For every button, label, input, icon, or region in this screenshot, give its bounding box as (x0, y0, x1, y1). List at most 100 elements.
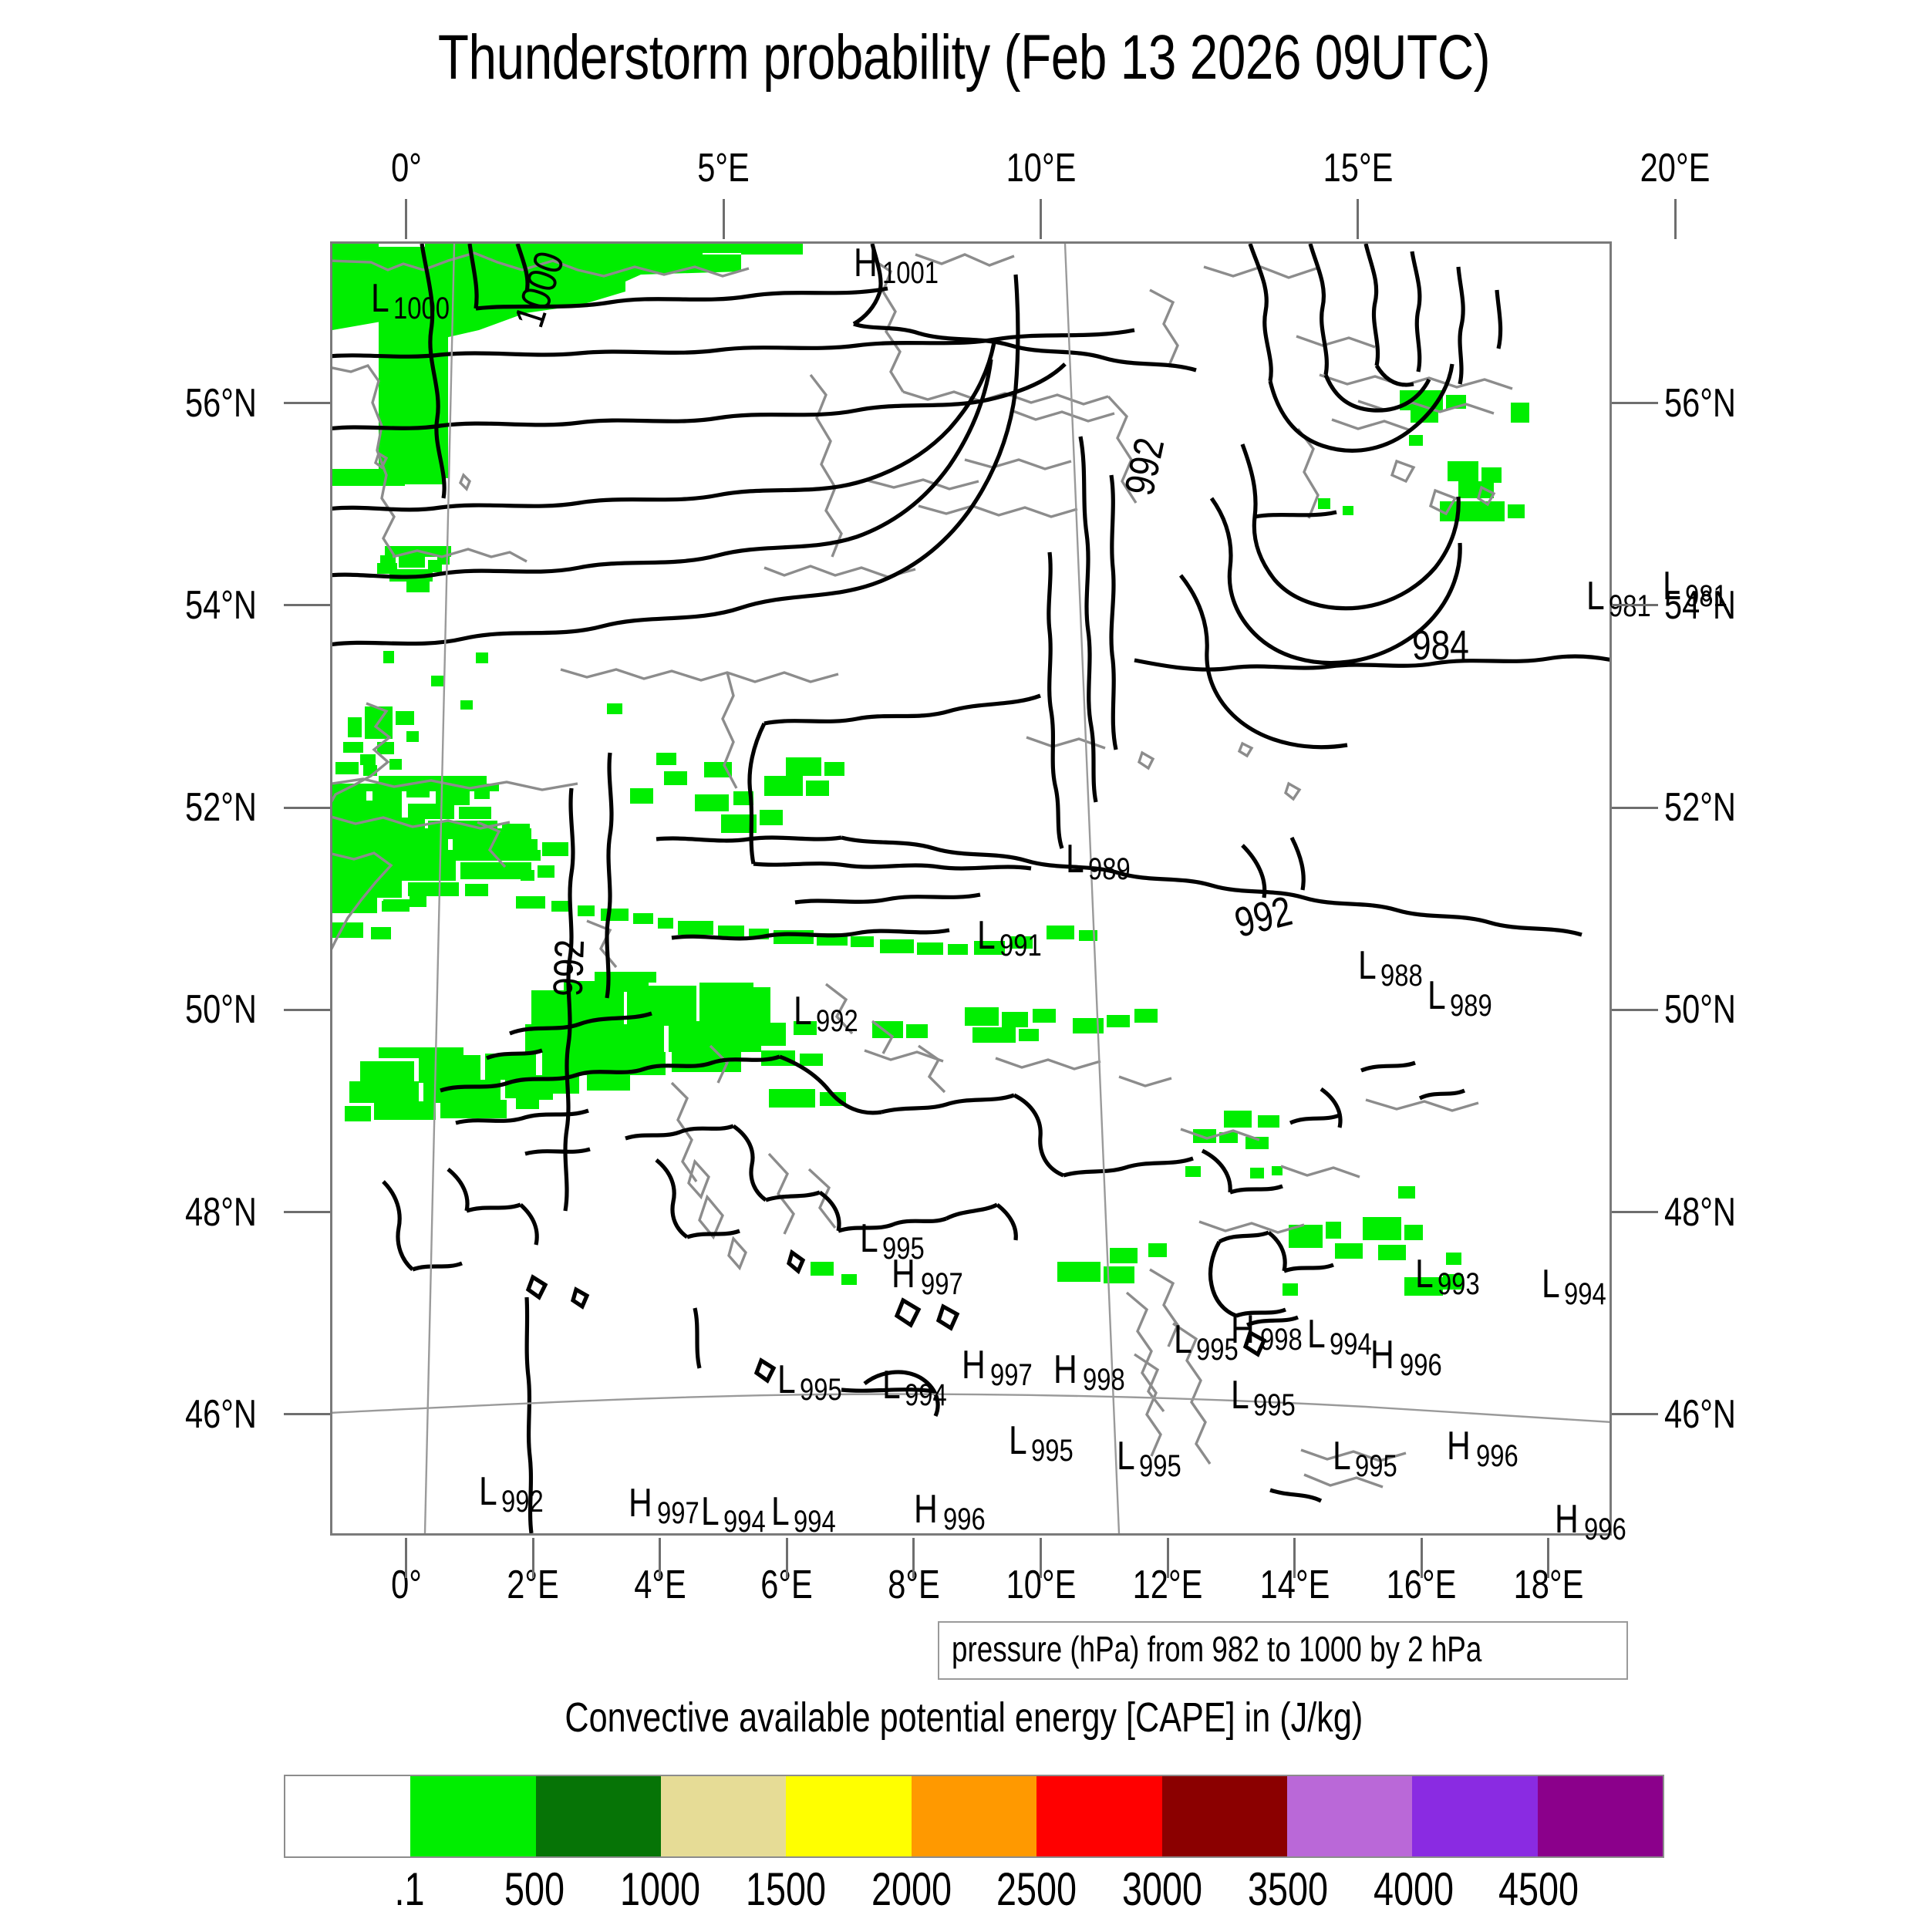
axis-tick-mark (722, 199, 725, 239)
page-title: Thunderstorm probability (Feb 13 2026 09… (437, 22, 1491, 93)
pressure-center-l-label: L 1000 (371, 275, 450, 325)
colorbar-segment[interactable] (661, 1776, 787, 1856)
axis-tick-mark (1612, 604, 1658, 607)
colorbar-segment[interactable] (535, 1776, 662, 1856)
axis-tick-label: 50°N (185, 987, 257, 1033)
axis-tick-mark (1357, 199, 1360, 239)
axis-tick-mark (1040, 1538, 1042, 1578)
axis-tick-mark (284, 1008, 330, 1011)
colorbar-segment[interactable] (285, 1776, 411, 1856)
axis-tick-mark (284, 402, 330, 405)
pressure-center-l-label: L 994 (1307, 1312, 1372, 1362)
axis-tick-mark (1674, 199, 1677, 239)
axis-tick-mark (785, 1538, 788, 1578)
pressure-legend-box: pressure (hPa) from 982 to 1000 by 2 hPa (938, 1621, 1629, 1680)
axis-tick-mark (1612, 1211, 1658, 1213)
pressure-center-l-label: L 995 (777, 1357, 842, 1408)
map-svg (332, 244, 1609, 1533)
pressure-center-l-label: L 994 (701, 1489, 766, 1539)
axis-tick-label: 56°N (185, 380, 257, 426)
axis-tick-label: 10°E (1006, 146, 1076, 191)
pressure-center-h-label: H 997 (961, 1342, 1033, 1392)
pressure-center-l-label: L 991 (977, 912, 1042, 963)
axis-tick-label: 0° (390, 146, 422, 191)
axis-tick-mark (284, 604, 330, 607)
axis-tick-mark (1547, 1538, 1550, 1578)
colorbar-tick-labels: .1 500 1000 1500 2000 2500 3000 3500 4000 4500 (284, 1863, 1664, 1932)
colorbar-tick-label: .1 (394, 1863, 425, 1915)
axis-tick-mark (405, 1538, 408, 1578)
axis-tick-label: 52°N (1664, 785, 1736, 831)
colorbar-segment[interactable] (786, 1776, 912, 1856)
axis-tick-label: 50°N (1664, 987, 1736, 1033)
axis-tick-mark (1612, 1008, 1658, 1011)
colorbar-title: Convective available potential energy [C… (565, 1694, 1363, 1741)
pressure-center-l-label: L 992 (793, 988, 858, 1038)
axis-tick-mark (659, 1538, 662, 1578)
contour-label-992-w: 992 (544, 939, 594, 998)
colorbar-tick-label: 500 (504, 1863, 565, 1915)
axis-tick-mark (1420, 1538, 1423, 1578)
axis-tick-mark (284, 806, 330, 809)
colorbar[interactable] (284, 1775, 1664, 1858)
axis-tick-mark (1040, 199, 1042, 239)
pressure-center-h-label: H 996 (913, 1487, 986, 1537)
axis-tick-label: 46°N (1664, 1391, 1736, 1437)
pressure-center-l-label: L 992 (479, 1468, 544, 1519)
pressure-center-l-label: L 994 (881, 1363, 947, 1413)
axis-tick-mark (912, 1538, 915, 1578)
pressure-center-l-label: L 989 (1427, 973, 1493, 1023)
pressure-center-l-label: L 994 (770, 1489, 836, 1539)
axis-tick-mark (405, 199, 408, 239)
colorbar-segment[interactable] (1537, 1776, 1663, 1856)
pressure-center-h-label: H 998 (1053, 1347, 1125, 1398)
pressure-legend-text: pressure (hPa) from 982 to 1000 by 2 hPa (952, 1629, 1482, 1669)
colorbar-segment[interactable] (1036, 1776, 1162, 1856)
axis-tick-mark (1293, 1538, 1296, 1578)
axis-tick-label: 52°N (185, 785, 257, 831)
axis-tick-label: 20°E (1640, 146, 1711, 191)
axis-tick-label: 54°N (1664, 582, 1736, 628)
colorbar-segment[interactable] (1161, 1776, 1287, 1856)
axis-tick-label: 46°N (185, 1391, 257, 1437)
pressure-contour-layer (332, 244, 1609, 1533)
axis-tick-mark (284, 1211, 330, 1213)
pressure-center-h-label: H 997 (628, 1481, 699, 1531)
axis-tick-label: 54°N (185, 582, 257, 628)
cape-shading-layer (332, 244, 1529, 1296)
graticule-layer (332, 244, 1609, 1533)
pressure-center-h-label: H 1001 (853, 240, 939, 290)
pressure-center-l-label: L 981 (1586, 574, 1651, 624)
axis-tick-mark (531, 1538, 534, 1578)
colorbar-segment[interactable] (410, 1776, 536, 1856)
pressure-center-l-label: L 995 (1174, 1317, 1239, 1367)
pressure-center-l-label: L 993 (1414, 1251, 1480, 1301)
pressure-center-l-label: L 981 (1662, 564, 1727, 614)
colorbar-tick-label: 2500 (996, 1863, 1077, 1915)
pressure-center-l-label: L 994 (1542, 1261, 1607, 1311)
axis-tick-mark (1612, 1413, 1658, 1416)
axis-tick-mark (1166, 1538, 1169, 1578)
colorbar-tick-label: 1000 (620, 1863, 701, 1915)
colorbar-tick-label: 2000 (871, 1863, 952, 1915)
colorbar-tick-label: 4500 (1498, 1863, 1579, 1915)
pressure-center-h-label: H 996 (1370, 1332, 1442, 1382)
axis-tick-mark (284, 1413, 330, 1416)
pressure-center-l-label: L 995 (1117, 1433, 1181, 1483)
colorbar-tick-label: 3500 (1247, 1863, 1328, 1915)
pressure-center-h-label: H 996 (1554, 1497, 1626, 1547)
axis-tick-label: 48°N (185, 1189, 257, 1235)
colorbar-tick-label: 1500 (745, 1863, 826, 1915)
axis-tick-label: 48°N (1664, 1189, 1736, 1235)
pressure-center-h-label: H 997 (892, 1251, 963, 1301)
colorbar-segment[interactable] (911, 1776, 1037, 1856)
pressure-center-l-label: L 995 (1009, 1418, 1074, 1468)
axis-tick-label: 5°E (697, 146, 750, 191)
pressure-center-l-label: L 995 (1231, 1373, 1296, 1423)
pressure-center-l-label: L 988 (1357, 942, 1423, 993)
axis-tick-label: 56°N (1664, 380, 1736, 426)
axis-tick-mark (1612, 806, 1658, 809)
map-plot-area: 1000 992 984 992 992 (330, 241, 1612, 1536)
colorbar-segment[interactable] (1412, 1776, 1538, 1856)
colorbar-segment[interactable] (1286, 1776, 1413, 1856)
